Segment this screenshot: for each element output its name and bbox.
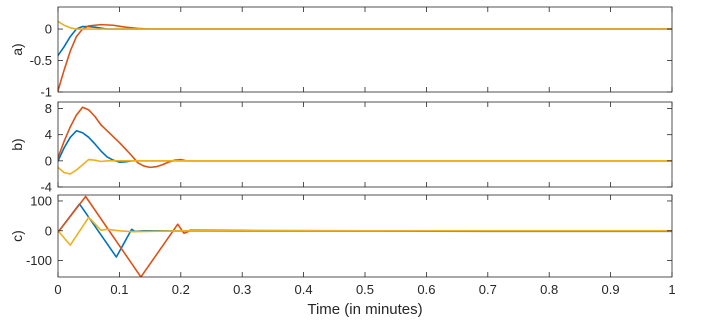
x-tick-label: 0.1	[110, 282, 128, 297]
series-line-1-3	[58, 21, 672, 29]
y-tick-label: 100	[30, 193, 52, 208]
x-tick-label: 0.8	[540, 282, 558, 297]
panel-label: a)	[9, 43, 25, 55]
x-tick-label: 0.4	[295, 282, 313, 297]
panel-1: 0 -0.5 -1 a)	[9, 7, 672, 100]
x-tick-label: 0	[54, 282, 61, 297]
y-tick-label: 0	[45, 22, 52, 37]
panel-frame	[58, 7, 672, 92]
x-tick-label: 0.5	[356, 282, 374, 297]
series-line-3-2	[58, 196, 672, 277]
series-line-3-3	[58, 217, 672, 245]
x-tick-label: 0.9	[602, 282, 620, 297]
y-tick-label: 0	[45, 153, 52, 168]
y-tick-label: -0.5	[30, 53, 52, 68]
y-tick-label: 4	[45, 127, 52, 142]
panel-label: b)	[9, 138, 25, 150]
series-line-1-2	[58, 25, 672, 91]
panel-2: 8 4 0 -4 b)	[9, 101, 672, 194]
y-tick-label: -100	[26, 253, 52, 268]
x-tick-label: 0.7	[479, 282, 497, 297]
y-tick-label: 0	[45, 223, 52, 238]
x-tick-label: 0.2	[172, 282, 190, 297]
x-axis-title: Time (in minutes)	[307, 301, 422, 318]
y-tick-label: -4	[40, 180, 52, 195]
x-tick-label: 1	[668, 282, 675, 297]
series-line-2-2	[58, 107, 672, 167]
series-line-2-1	[58, 131, 672, 162]
x-tick-label: 0.3	[233, 282, 251, 297]
y-tick-label: -1	[40, 85, 52, 100]
panel-frame	[58, 102, 672, 187]
panel-label: c)	[9, 230, 25, 242]
x-tick-label: 0.6	[417, 282, 435, 297]
series-line-1-1	[58, 27, 672, 56]
y-tick-label: 8	[45, 101, 52, 116]
